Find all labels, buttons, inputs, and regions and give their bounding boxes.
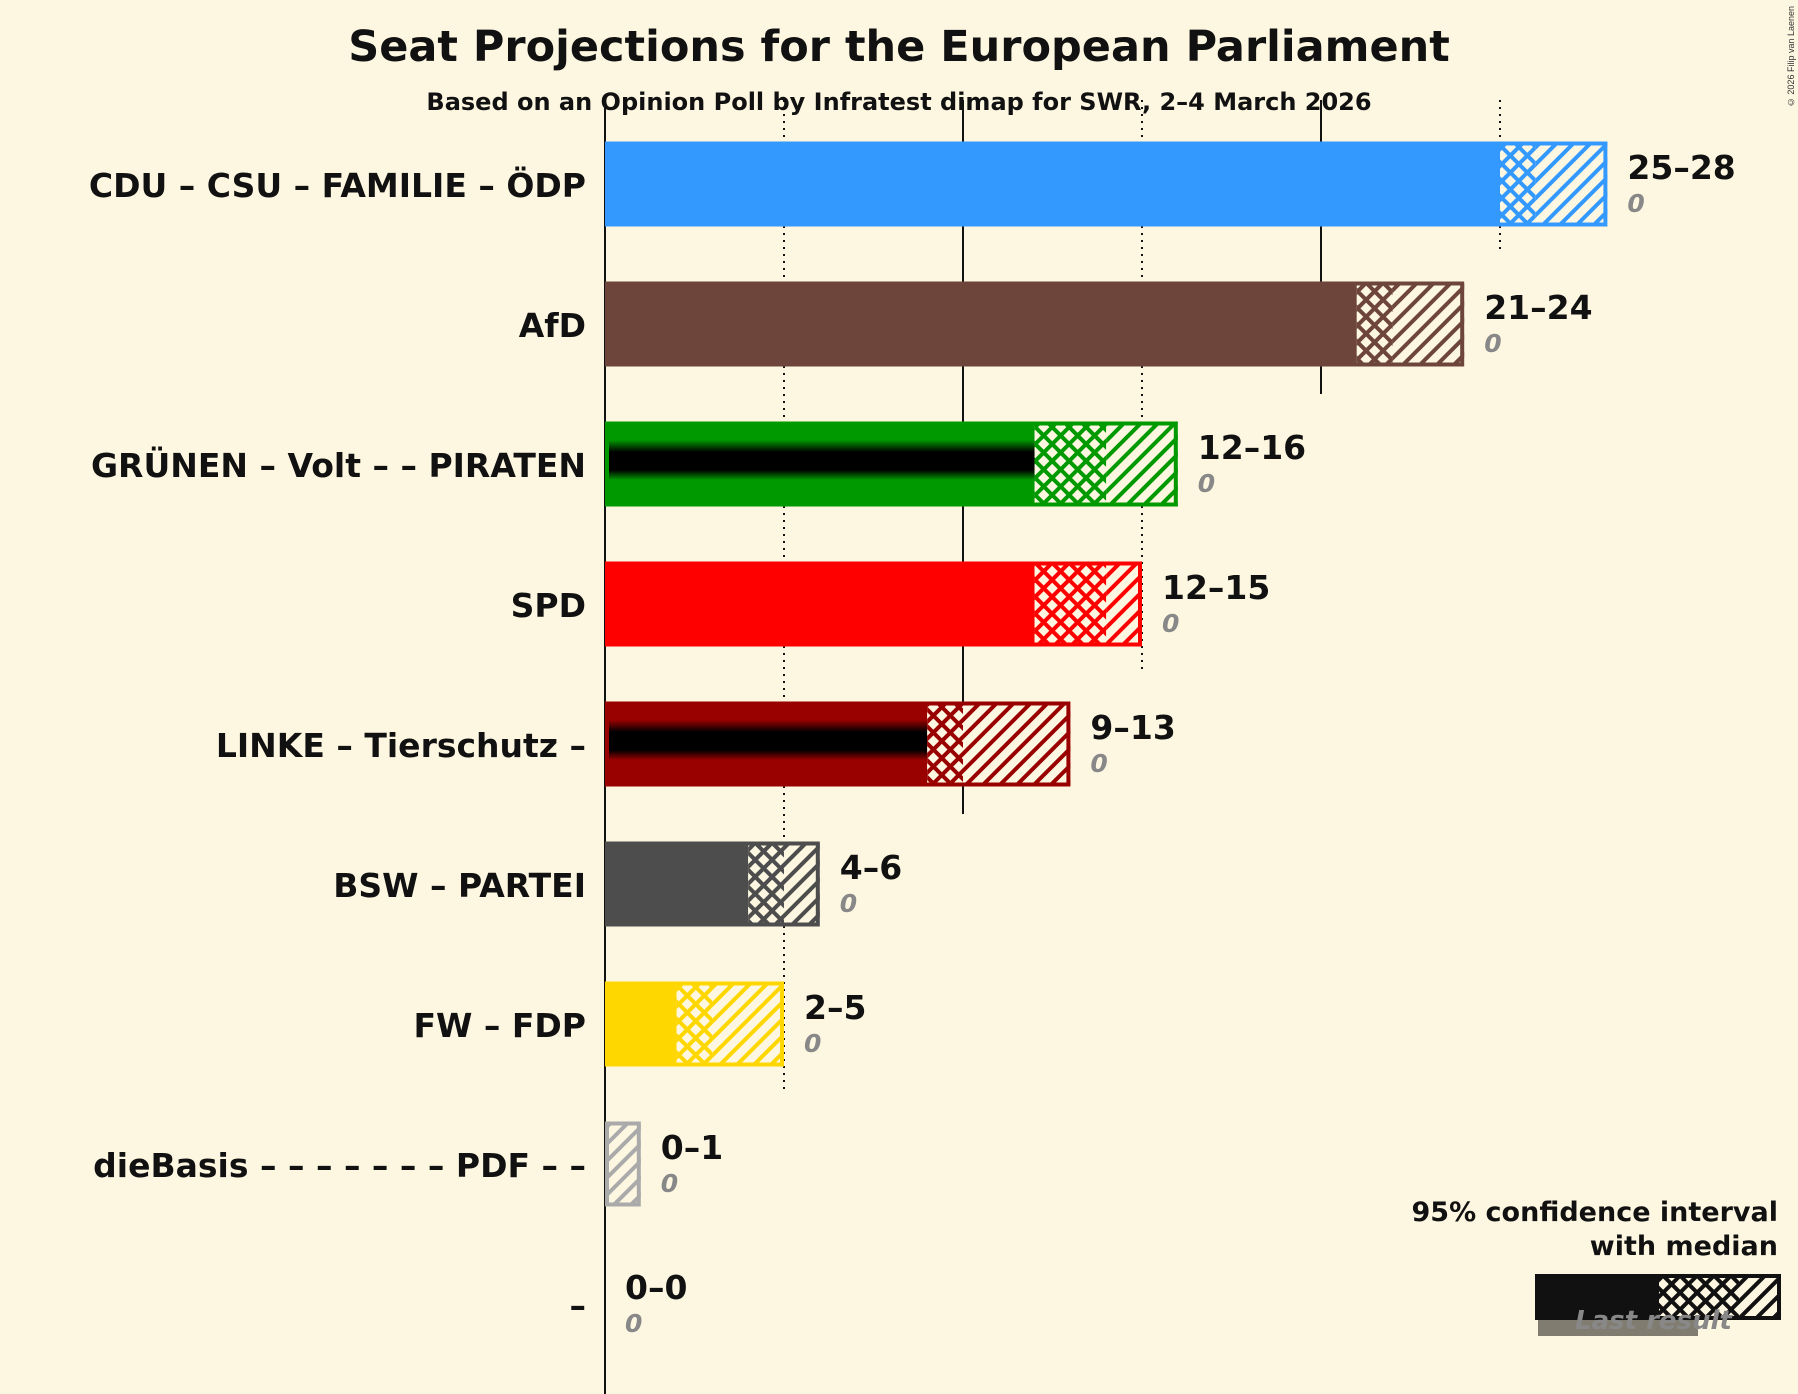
bar-ci-high — [712, 981, 784, 1067]
bar-outline — [605, 561, 1142, 647]
bar-ci-low — [1034, 421, 1107, 507]
last-result-label: 0 — [1162, 609, 1180, 638]
party-label: AfD — [518, 306, 586, 345]
bar-outline — [605, 841, 820, 927]
bar-group — [605, 281, 1465, 367]
bar-ci-high — [1106, 421, 1178, 507]
bar-outline — [605, 421, 1178, 507]
last-result-label: 0 — [804, 1029, 822, 1058]
range-label: 2–5 — [804, 988, 867, 1027]
legend-solid — [1536, 1275, 1659, 1319]
bar-ci-low — [676, 981, 713, 1067]
bar-ci-low — [748, 841, 784, 927]
party-label: GRÜNEN – Volt – – PIRATEN — [90, 446, 586, 485]
last-result-overlay — [608, 720, 928, 760]
party-label: SPD — [510, 586, 586, 625]
bar-group — [605, 561, 1142, 647]
bar-outline — [605, 281, 1465, 367]
bar-ci-low — [1500, 141, 1536, 227]
bar-solid — [605, 561, 1035, 647]
range-label: 12–15 — [1162, 568, 1271, 607]
range-label: 25–28 — [1627, 148, 1736, 187]
range-label: 12–16 — [1197, 428, 1307, 467]
last-result-label: 0 — [1627, 189, 1645, 218]
party-label: LINKE – Tierschutz – — [215, 726, 586, 765]
range-label: 0–1 — [660, 1128, 724, 1167]
range-label: 21–24 — [1484, 288, 1593, 327]
bar-solid — [605, 141, 1500, 227]
bar-outline — [605, 981, 784, 1067]
legend-title-line2: with median — [1589, 1231, 1778, 1262]
bar-ci-high — [963, 701, 1071, 787]
range-label: 9–13 — [1090, 708, 1176, 747]
party-label: BSW – PARTEI — [333, 866, 586, 905]
last-result-label: 0 — [1090, 749, 1108, 778]
party-label: – — [569, 1286, 587, 1325]
bar-group — [605, 981, 784, 1067]
legend-bar — [1535, 1274, 1781, 1336]
last-result-label: 0 — [660, 1169, 679, 1198]
legend-median-hatch — [1659, 1275, 1739, 1319]
party-label: FW – FDP — [413, 1006, 586, 1045]
bar-ci-low — [1034, 561, 1107, 647]
legend-last-result-label: Last result — [1575, 1306, 1732, 1336]
bar-ci-high — [1106, 561, 1142, 647]
bar-group — [605, 841, 820, 927]
party-label: dieBasis – – – – – – – PDF – – — [93, 1146, 586, 1185]
bar-outline — [605, 141, 1608, 227]
bar-solid — [605, 981, 677, 1067]
bar-outline — [605, 701, 1071, 787]
last-result-label: 0 — [1484, 329, 1502, 358]
bar-outline — [605, 1121, 641, 1207]
legend-ci-hatch — [1739, 1275, 1779, 1319]
party-label: CDU – CSU – FAMILIE – ÖDP — [88, 166, 586, 205]
chart-title: Seat Projections for the European Parlia… — [348, 22, 1450, 72]
bar-ci-high — [784, 841, 820, 927]
bar-ci-low — [927, 701, 963, 787]
bar-group — [605, 421, 1178, 507]
bar-ci-high — [1392, 281, 1465, 367]
bar-group — [605, 141, 1608, 227]
range-label: 0–0 — [625, 1268, 688, 1307]
last-result-overlay — [608, 440, 1035, 480]
range-label: 4–6 — [839, 848, 903, 887]
chart-subtitle: Based on an Opinion Poll by Infratest di… — [426, 88, 1372, 116]
bar-ci-high — [605, 1121, 641, 1207]
legend-title-line1: 95% confidence interval — [1411, 1197, 1778, 1228]
bar-group — [605, 1121, 641, 1207]
last-result-label: 0 — [839, 889, 858, 918]
last-result-label: 0 — [1197, 469, 1216, 498]
bar-solid — [605, 841, 749, 927]
bar-group — [605, 701, 1071, 787]
legend-outline — [1535, 1274, 1781, 1320]
bar-ci-low — [1356, 281, 1393, 367]
bar-solid — [605, 281, 1357, 367]
bar-ci-high — [1535, 141, 1608, 227]
last-result-label: 0 — [625, 1309, 643, 1338]
legend-last-result-bar — [1538, 1319, 1698, 1336]
legend-title: 95% confidence interval with median — [1412, 1196, 1778, 1264]
